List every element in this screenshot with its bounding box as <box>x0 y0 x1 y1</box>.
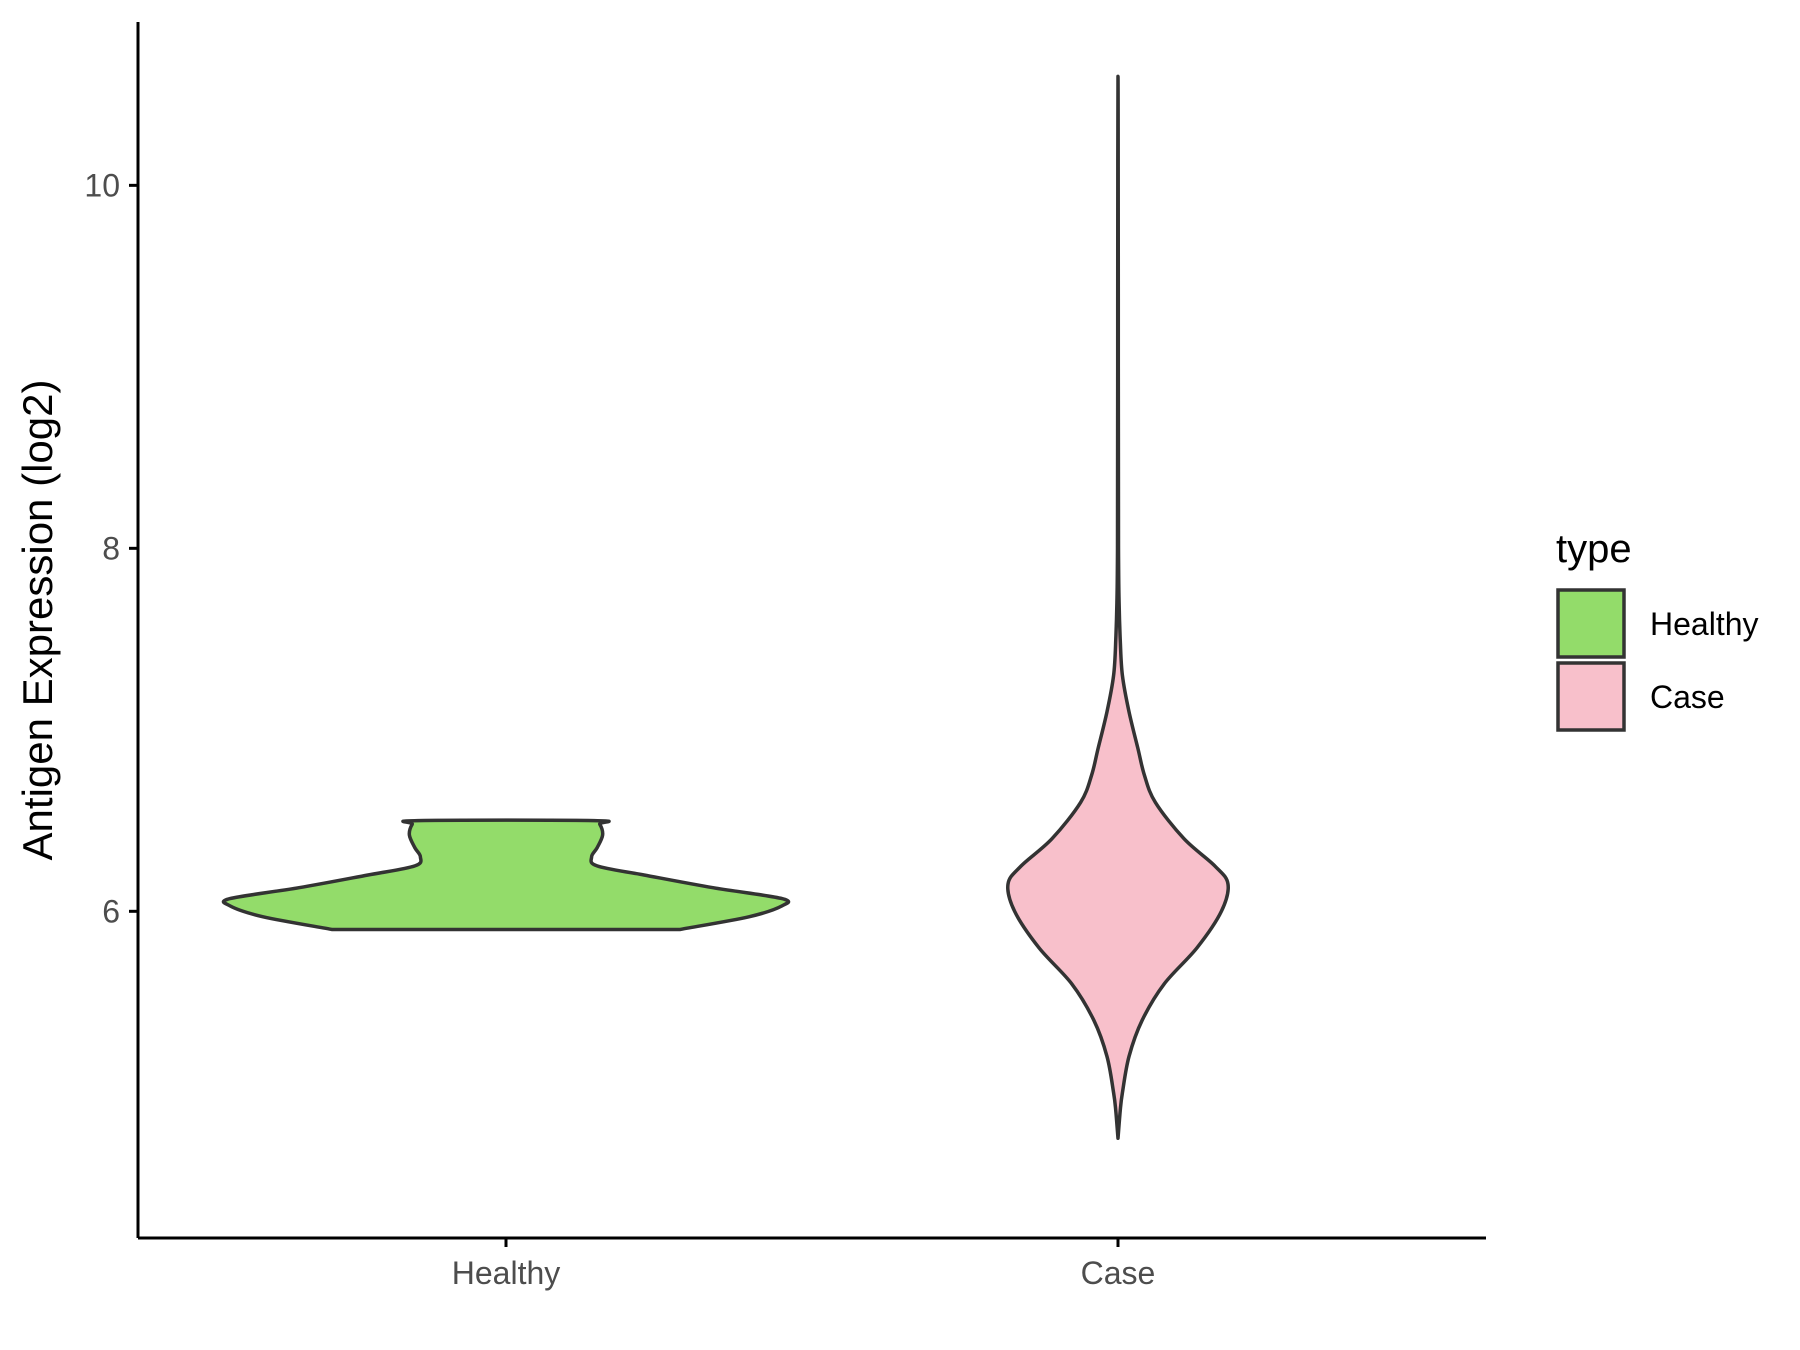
y-tick-label: 6 <box>102 893 120 929</box>
violin-healthy <box>221 818 791 932</box>
legend-key-healthy <box>1556 588 1626 659</box>
violin-case <box>1006 74 1230 1140</box>
y-axis-title: Antigen Expression (log2) <box>14 380 61 861</box>
legend-label-case: Case <box>1650 679 1725 715</box>
x-tick-label: Case <box>1081 1255 1156 1291</box>
legend-label-healthy: Healthy <box>1650 606 1759 642</box>
x-axis-ticks: Healthy Case <box>452 1238 1156 1291</box>
legend-key-case <box>1556 661 1626 732</box>
y-tick-label: 8 <box>102 530 120 566</box>
legend: type Healthy Case <box>1556 527 1759 732</box>
plot-area <box>221 74 1230 1140</box>
x-tick-label: Healthy <box>452 1255 561 1291</box>
legend-items: Healthy Case <box>1556 588 1759 732</box>
legend-title: type <box>1556 527 1632 571</box>
y-tick-label: 10 <box>84 167 120 203</box>
y-axis-ticks: 6 8 10 <box>84 167 138 929</box>
